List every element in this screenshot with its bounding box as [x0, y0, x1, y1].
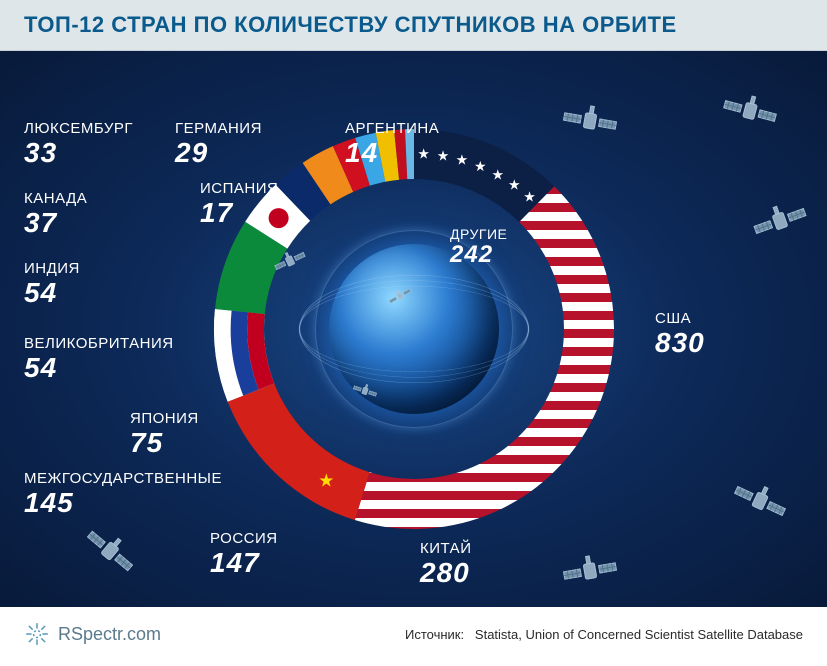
label-country: ИСПАНИЯ [200, 181, 278, 198]
label-country: АРГЕНТИНА [345, 121, 439, 138]
header: ТОП-12 СТРАН ПО КОЛИЧЕСТВУ СПУТНИКОВ НА … [0, 0, 827, 51]
svg-text:★: ★ [508, 177, 521, 193]
label-country: ДРУГИЕ [450, 227, 507, 242]
label-country: ВЕЛИКОБРИТАНИЯ [24, 336, 174, 353]
label-value: 145 [24, 488, 222, 519]
publisher-logo: RSpectr.com [24, 621, 161, 647]
source-text: Statista, Union of Concerned Scientist S… [475, 627, 803, 642]
label-japan: ЯПОНИЯ75 [130, 411, 199, 458]
label-uk: ВЕЛИКОБРИТАНИЯ54 [24, 336, 174, 383]
svg-text:★: ★ [455, 152, 468, 168]
label-value: 14 [345, 138, 439, 169]
label-value: 17 [200, 198, 278, 229]
label-intergov: МЕЖГОСУДАРСТВЕННЫЕ145 [24, 471, 222, 518]
satellite-icon [720, 461, 800, 541]
satellite-icon [68, 509, 153, 594]
label-value: 33 [24, 138, 133, 169]
label-russia: РОССИЯ147 [210, 531, 278, 578]
footer: RSpectr.com Источник: Statista, Union of… [0, 607, 827, 661]
label-usa: США830 [655, 311, 705, 358]
label-value: 54 [24, 353, 174, 384]
page-title: ТОП-12 СТРАН ПО КОЛИЧЕСТВУ СПУТНИКОВ НА … [24, 12, 803, 38]
label-spain: ИСПАНИЯ17 [200, 181, 278, 228]
label-country: КАНАДА [24, 191, 87, 208]
label-country: ЯПОНИЯ [130, 411, 199, 428]
label-value: 54 [24, 278, 80, 309]
label-country: РОССИЯ [210, 531, 278, 548]
source-prefix: Источник: [405, 627, 464, 642]
label-china: КИТАЙ280 [420, 541, 471, 588]
logo-text: RSpectr.com [58, 624, 161, 645]
label-value: 242 [450, 242, 507, 268]
label-value: 280 [420, 558, 471, 589]
label-india: ИНДИЯ54 [24, 261, 80, 308]
label-value: 75 [130, 428, 199, 459]
label-others: ДРУГИЕ242 [450, 227, 507, 269]
logo-burst-icon [24, 621, 50, 647]
label-luxembourg: ЛЮКСЕМБУРГ33 [24, 121, 133, 168]
satellite-icon [555, 86, 625, 156]
label-country: КИТАЙ [420, 541, 471, 558]
label-country: США [655, 311, 705, 328]
label-value: 37 [24, 208, 87, 239]
label-value: 29 [175, 138, 262, 169]
svg-text:★: ★ [474, 158, 487, 174]
svg-text:★: ★ [491, 166, 504, 182]
label-country: МЕЖГОСУДАРСТВЕННЫЕ [24, 471, 222, 488]
svg-text:★: ★ [523, 189, 536, 205]
label-value: 830 [655, 328, 705, 359]
label-country: ГЕРМАНИЯ [175, 121, 262, 138]
label-germany: ГЕРМАНИЯ29 [175, 121, 262, 168]
label-canada: КАНАДА37 [24, 191, 87, 238]
satellite-icon [742, 183, 819, 260]
satellite-icon [713, 74, 786, 147]
label-value: 147 [210, 548, 278, 579]
svg-text:★: ★ [318, 470, 334, 490]
satellite-icon [555, 536, 625, 606]
source-attribution: Источник: Statista, Union of Concerned S… [405, 627, 803, 642]
label-argentina: АРГЕНТИНА14 [345, 121, 439, 168]
label-country: ЛЮКСЕМБУРГ [24, 121, 133, 138]
infographic-main: ★★★★★★★★ ДРУГИЕ242США830КИТАЙ280РОССИЯ14… [0, 51, 827, 607]
label-country: ИНДИЯ [24, 261, 80, 278]
